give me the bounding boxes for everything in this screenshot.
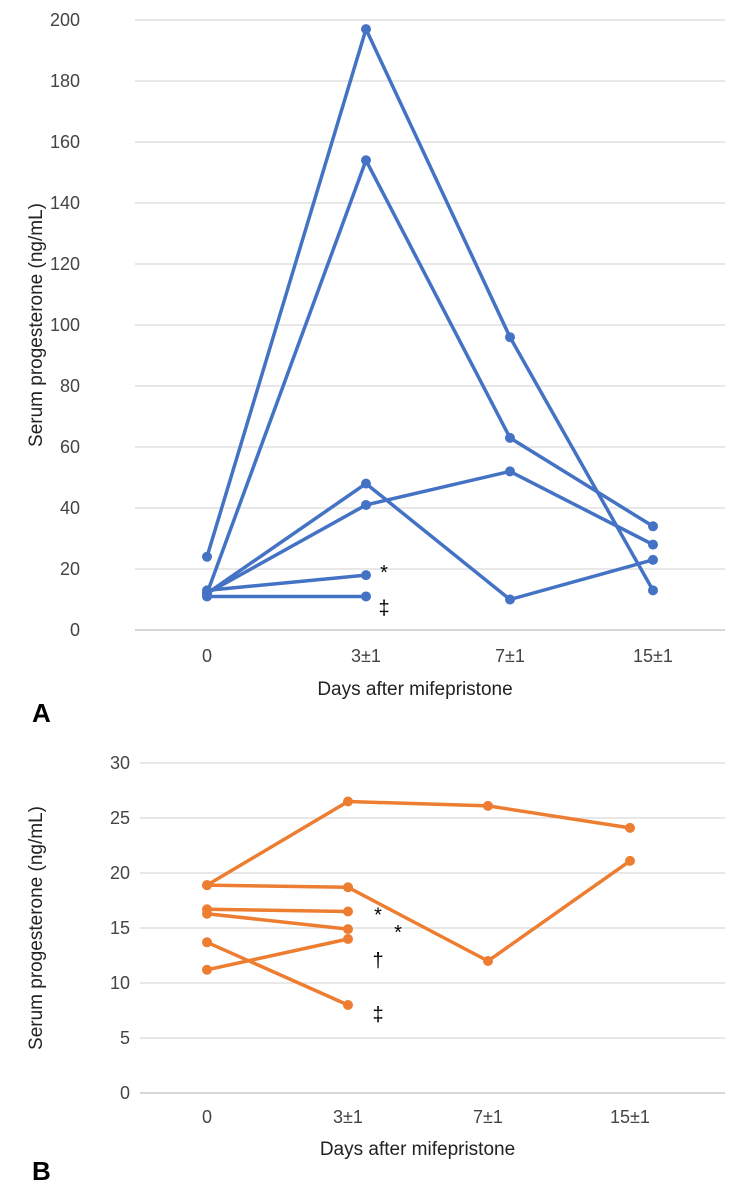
series-line: [205, 27, 655, 592]
data-point: [505, 594, 515, 605]
y-tick-label: 15: [110, 918, 130, 938]
data-point: [648, 585, 658, 596]
ann-star: *: [374, 905, 382, 927]
data-point: [361, 24, 371, 35]
series-line: [206, 937, 349, 972]
data-point: [343, 924, 353, 935]
ann-dagger: †: [372, 950, 383, 972]
x-tick-label: 3±1: [333, 1107, 363, 1127]
x-tick-label: 3±1: [351, 646, 381, 666]
data-point: [483, 800, 493, 811]
data-point: [343, 882, 353, 893]
series-4: *: [202, 908, 402, 944]
data-point: [361, 591, 371, 602]
data-point: [202, 937, 212, 948]
series-line: [205, 158, 654, 595]
data-point: [625, 822, 635, 833]
series-1: [202, 796, 635, 891]
series-line: [206, 859, 632, 963]
x-tick-label: 7±1: [495, 646, 525, 666]
series-6: ‡: [202, 937, 384, 1026]
ann-star: *: [394, 922, 402, 944]
series-6: ‡: [202, 591, 390, 619]
x-axis-label: Days after mifepristone: [317, 679, 512, 700]
data-point: [361, 570, 371, 581]
data-point: [648, 554, 658, 565]
data-point: [361, 155, 371, 166]
y-tick-label: 20: [110, 863, 130, 883]
series-line: [206, 799, 631, 887]
series-2: [202, 155, 658, 599]
y-tick-label: 10: [110, 973, 130, 993]
x-tick-label: 15±1: [633, 646, 673, 666]
data-point: [202, 591, 212, 602]
series-line: [206, 469, 654, 595]
ann-double-dagger: ‡: [378, 597, 389, 619]
data-point: [202, 908, 212, 919]
y-tick-label: 160: [50, 132, 80, 152]
y-tick-label: 40: [60, 498, 80, 518]
y-tick-label: 180: [50, 71, 80, 91]
ann-star: *: [380, 562, 388, 584]
y-tick-label: 100: [50, 315, 80, 335]
data-point: [343, 796, 353, 807]
panel-label: A: [32, 698, 51, 728]
panel-b: 0 5 10 15 20 25 30 0 3±1 7±1 15±1 Days after mifepr…: [26, 753, 725, 1186]
data-point: [202, 880, 212, 891]
data-point: [343, 934, 353, 944]
ann-double-dagger: ‡: [372, 1004, 383, 1026]
data-point: [343, 1000, 353, 1010]
series-line: [206, 911, 349, 931]
panel-a: 0 20 40 60 80 100 120 140 160 180 200 0 3±1 7±1 15±1 Da…: [26, 10, 725, 728]
x-tick-label: 0: [202, 646, 212, 666]
data-point: [483, 956, 493, 966]
series-line: [206, 940, 349, 1007]
y-tick-label: 30: [110, 753, 130, 773]
series-2: [202, 855, 635, 966]
y-tick-label: 25: [110, 808, 130, 828]
y-axis-label: Serum progesterone (ng/mL): [26, 203, 47, 447]
y-tick-label: 0: [70, 620, 80, 640]
y-tick-label: 140: [50, 193, 80, 213]
series-line: [206, 481, 654, 602]
y-tick-label: 120: [50, 254, 80, 274]
data-point: [361, 499, 371, 510]
x-axis-label: Days after mifepristone: [320, 1139, 515, 1160]
data-point: [625, 855, 635, 866]
data-point: [505, 332, 515, 343]
series-line: [206, 907, 349, 914]
data-point: [648, 539, 658, 550]
y-axis-label: Serum progesterone (ng/mL): [26, 806, 47, 1050]
series-1: [202, 24, 658, 596]
data-point: [648, 521, 658, 532]
data-point: [361, 478, 371, 489]
y-tick-label: 0: [120, 1083, 130, 1103]
y-tick-label: 60: [60, 437, 80, 457]
data-point: [505, 432, 515, 443]
data-point: [505, 466, 515, 477]
y-tick-label: 20: [60, 559, 80, 579]
y-tick-label: 80: [60, 376, 80, 396]
data-point: [343, 906, 353, 917]
series-5: †: [202, 934, 384, 975]
x-tick-label: 15±1: [610, 1107, 650, 1127]
x-tick-label: 7±1: [473, 1107, 503, 1127]
panel-label: B: [32, 1156, 51, 1186]
y-tick-label: 200: [50, 10, 80, 30]
x-tick-label: 0: [202, 1107, 212, 1127]
y-tick-label: 5: [120, 1028, 130, 1048]
series-line: [206, 573, 367, 593]
data-point: [202, 964, 212, 975]
data-point: [202, 551, 212, 562]
